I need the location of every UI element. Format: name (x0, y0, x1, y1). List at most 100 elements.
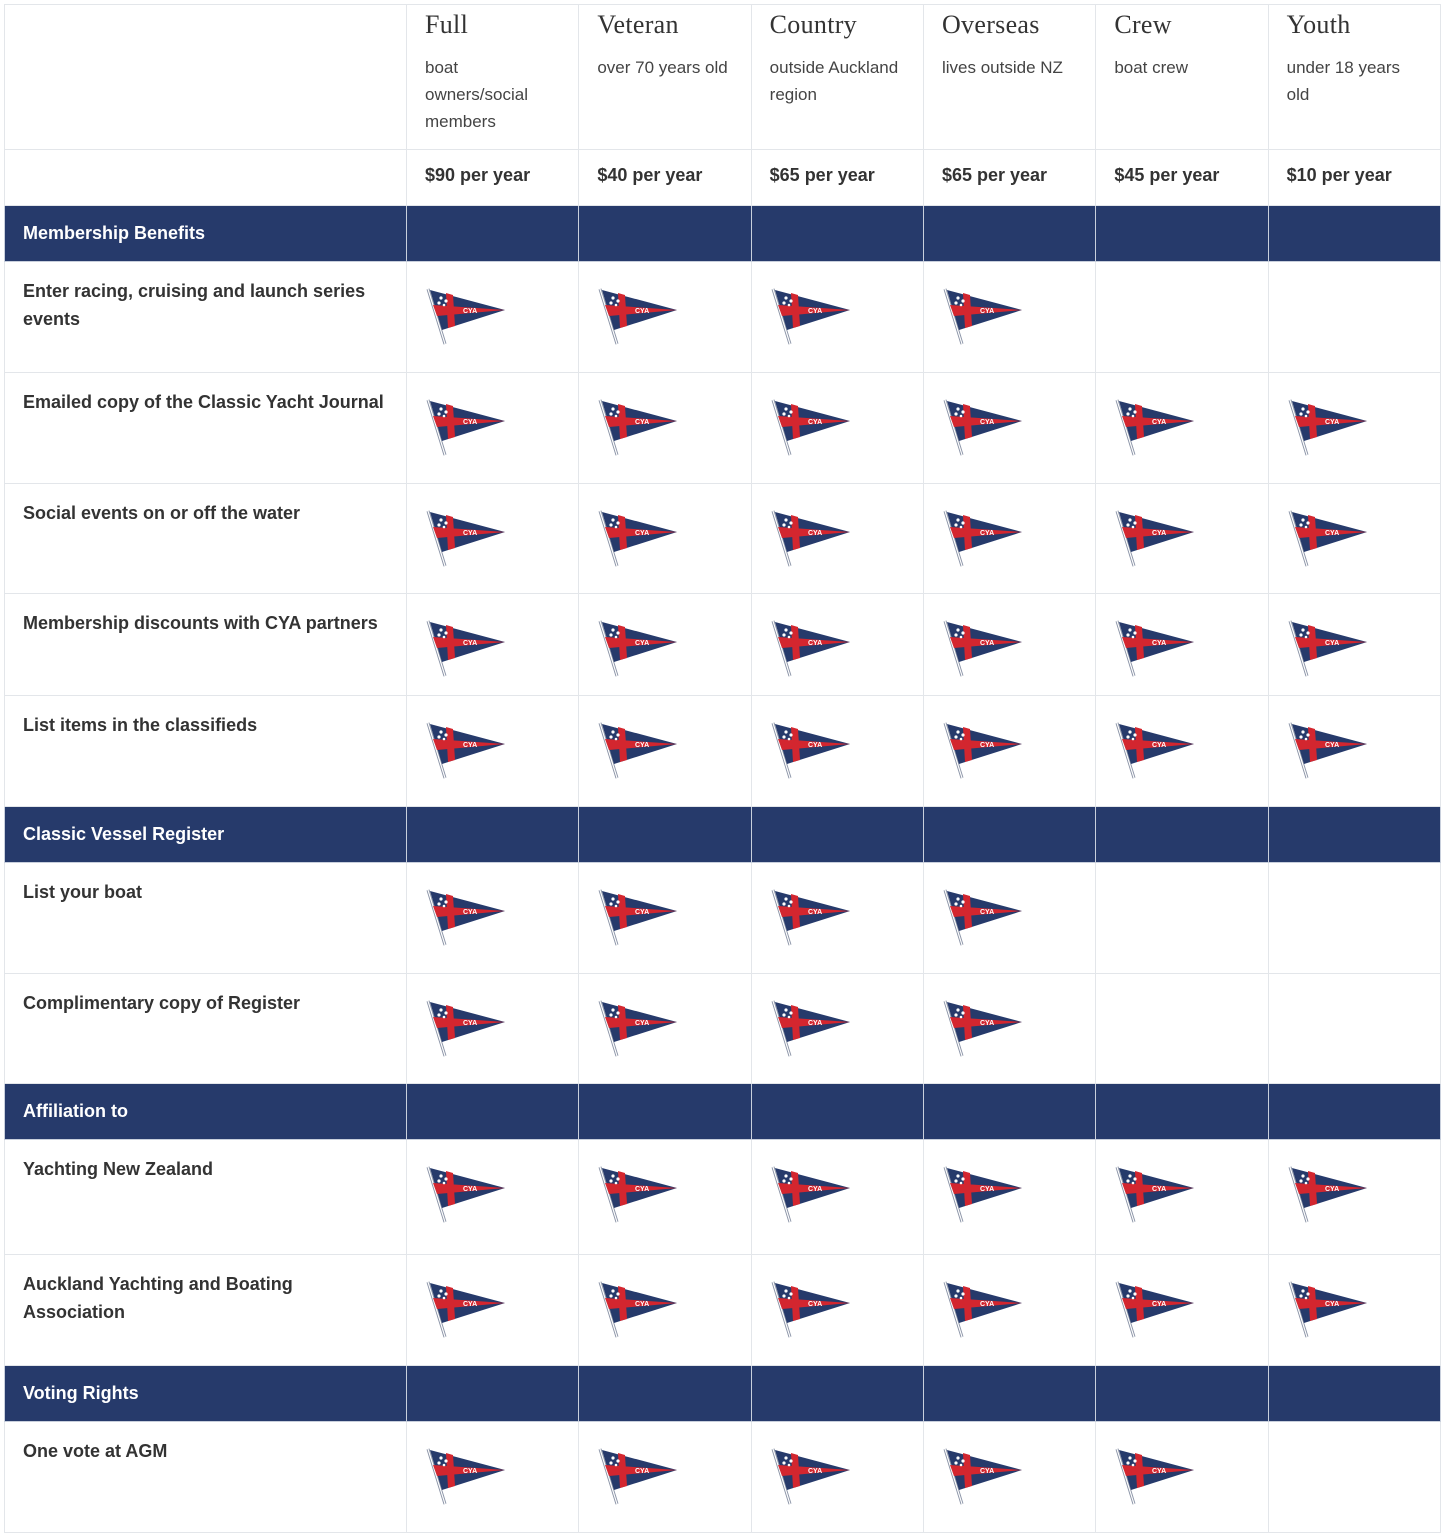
cya-burgee-flag-icon (597, 1164, 679, 1224)
tier-price: $10 per year (1267, 149, 1442, 206)
cya-burgee-flag-icon (1114, 1279, 1196, 1339)
section-header-cell (922, 806, 1097, 863)
tier-price: $90 per year (405, 149, 580, 206)
benefit-included-cell (750, 973, 924, 1084)
benefit-included-cell (578, 1139, 752, 1255)
section-header-row: Membership Benefits (4, 205, 1442, 262)
tier-header-cell: Country outside Auckland region (750, 4, 924, 150)
benefit-included-cell (750, 593, 924, 696)
cya-burgee-flag-icon (425, 1279, 507, 1339)
benefit-row: Social events on or off the water (4, 483, 1442, 594)
cya-burgee-flag-icon (770, 286, 852, 346)
cya-burgee-flag-icon (1114, 397, 1196, 457)
tier-description: over 70 years old (597, 58, 728, 77)
empty-price-label-cell (4, 149, 407, 206)
benefit-included-cell (750, 372, 924, 484)
benefit-label: Membership discounts with CYA partners (23, 613, 378, 633)
benefit-included-cell (922, 261, 1097, 373)
benefit-row: List your boat (4, 862, 1442, 974)
section-header-cell (1095, 1083, 1269, 1140)
cya-burgee-flag-icon (597, 286, 679, 346)
benefit-label: Complimentary copy of Register (23, 993, 301, 1013)
benefit-label-cell: Social events on or off the water (4, 483, 407, 594)
section-header-cell (578, 806, 752, 863)
tier-description: lives outside NZ (941, 58, 1063, 77)
benefit-included-cell (922, 1254, 1097, 1366)
tier-header-cell: Crew boat crew (1095, 4, 1269, 150)
benefit-included-cell (750, 1139, 924, 1255)
cya-burgee-flag-icon (597, 998, 679, 1058)
tier-description: boat crew (1114, 58, 1189, 77)
section-header-cell (405, 806, 580, 863)
benefit-label: One vote at AGM (23, 1441, 168, 1461)
section-header-cell (1095, 205, 1269, 262)
cya-burgee-flag-icon (1287, 720, 1369, 780)
benefit-included-cell (922, 862, 1097, 974)
benefit-included-cell (750, 483, 924, 594)
benefit-included-cell (578, 1254, 752, 1366)
cya-burgee-flag-icon (770, 1279, 852, 1339)
cya-burgee-flag-icon (1287, 397, 1369, 457)
benefit-included-cell (1095, 593, 1269, 696)
tier-name: Overseas (941, 10, 1040, 39)
cya-burgee-flag-icon (942, 508, 1024, 568)
section-header-cell (405, 205, 580, 262)
empty-corner-cell (4, 4, 407, 150)
benefit-label-cell: Auckland Yachting and Boating Associatio… (4, 1254, 407, 1366)
cya-burgee-flag-icon (942, 618, 1024, 678)
cya-burgee-flag-icon (597, 508, 679, 568)
benefit-included-cell (922, 372, 1097, 484)
tier-price: $40 per year (578, 149, 752, 206)
benefit-included-cell (1267, 483, 1442, 594)
benefit-included-cell (750, 1254, 924, 1366)
tier-description: under 18 years old (1286, 58, 1401, 104)
section-header-cell (1267, 205, 1442, 262)
tier-price: $65 per year (922, 149, 1097, 206)
section-header-row: Voting Rights (4, 1365, 1442, 1422)
tier-header-cell: Youth under 18 years old (1267, 4, 1442, 150)
cya-burgee-flag-icon (597, 887, 679, 947)
section-title: Classic Vessel Register (4, 806, 407, 863)
section-header-cell (578, 1365, 752, 1422)
cya-burgee-flag-icon (942, 1164, 1024, 1224)
benefit-included-cell (405, 1254, 580, 1366)
benefit-label-cell: Enter racing, cruising and launch series… (4, 261, 407, 373)
benefit-included-cell (750, 1421, 924, 1533)
benefit-included-cell (750, 695, 924, 807)
section-header-cell (1095, 806, 1269, 863)
cya-burgee-flag-icon (1114, 720, 1196, 780)
benefit-label: List your boat (23, 882, 143, 902)
cya-burgee-flag-icon (942, 720, 1024, 780)
cya-burgee-flag-icon (597, 397, 679, 457)
tier-name: Country (769, 10, 857, 39)
benefit-included-cell (578, 261, 752, 373)
section-title: Membership Benefits (4, 205, 407, 262)
tier-name: Crew (1114, 10, 1172, 39)
section-header-cell (1267, 1083, 1442, 1140)
cya-burgee-flag-icon (425, 508, 507, 568)
benefit-label-cell: One vote at AGM (4, 1421, 407, 1533)
benefit-row: One vote at AGM (4, 1421, 1442, 1533)
section-header-cell (750, 1083, 924, 1140)
benefit-not-included-cell (1095, 862, 1269, 974)
benefit-label: Enter racing, cruising and launch series… (23, 281, 366, 329)
benefit-included-cell (405, 695, 580, 807)
benefit-included-cell (1267, 593, 1442, 696)
cya-burgee-flag-icon (597, 1446, 679, 1506)
cya-burgee-flag-icon (770, 998, 852, 1058)
benefit-included-cell (578, 593, 752, 696)
cya-burgee-flag-icon (1287, 1279, 1369, 1339)
benefit-included-cell (405, 593, 580, 696)
tier-name: Youth (1286, 10, 1351, 39)
section-header-cell (578, 1083, 752, 1140)
benefit-included-cell (922, 483, 1097, 594)
section-header-row: Affiliation to (4, 1083, 1442, 1140)
price-row: $90 per year $40 per year $65 per year $65 … (4, 149, 1442, 206)
section-header-cell (1267, 806, 1442, 863)
benefit-included-cell (1095, 1421, 1269, 1533)
cya-burgee-flag-icon (770, 720, 852, 780)
cya-burgee-flag-icon (1114, 508, 1196, 568)
benefit-label: Social events on or off the water (23, 503, 301, 523)
section-header-cell (922, 1083, 1097, 1140)
benefit-included-cell (922, 1139, 1097, 1255)
